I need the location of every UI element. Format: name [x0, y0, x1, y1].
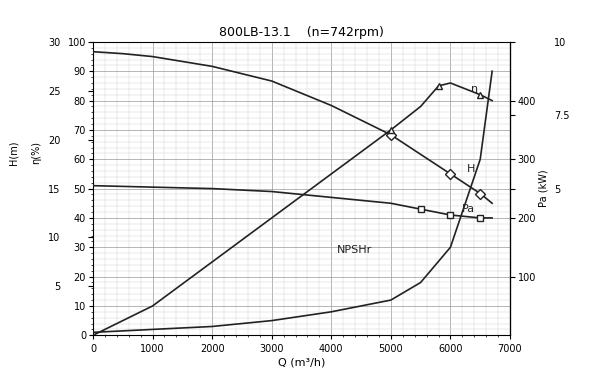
Text: η(%): η(%)	[31, 141, 41, 164]
Y-axis label: Pa (kW): Pa (kW)	[539, 170, 549, 207]
Title: 800LB-13.1    (n=742rpm): 800LB-13.1 (n=742rpm)	[219, 26, 384, 39]
X-axis label: Q (m³/h): Q (m³/h)	[278, 357, 325, 367]
Text: NPSHr: NPSHr	[337, 245, 373, 255]
Text: H: H	[467, 165, 475, 174]
Text: η: η	[471, 84, 478, 94]
Text: Pa: Pa	[463, 204, 475, 214]
Text: H(m): H(m)	[8, 140, 18, 165]
